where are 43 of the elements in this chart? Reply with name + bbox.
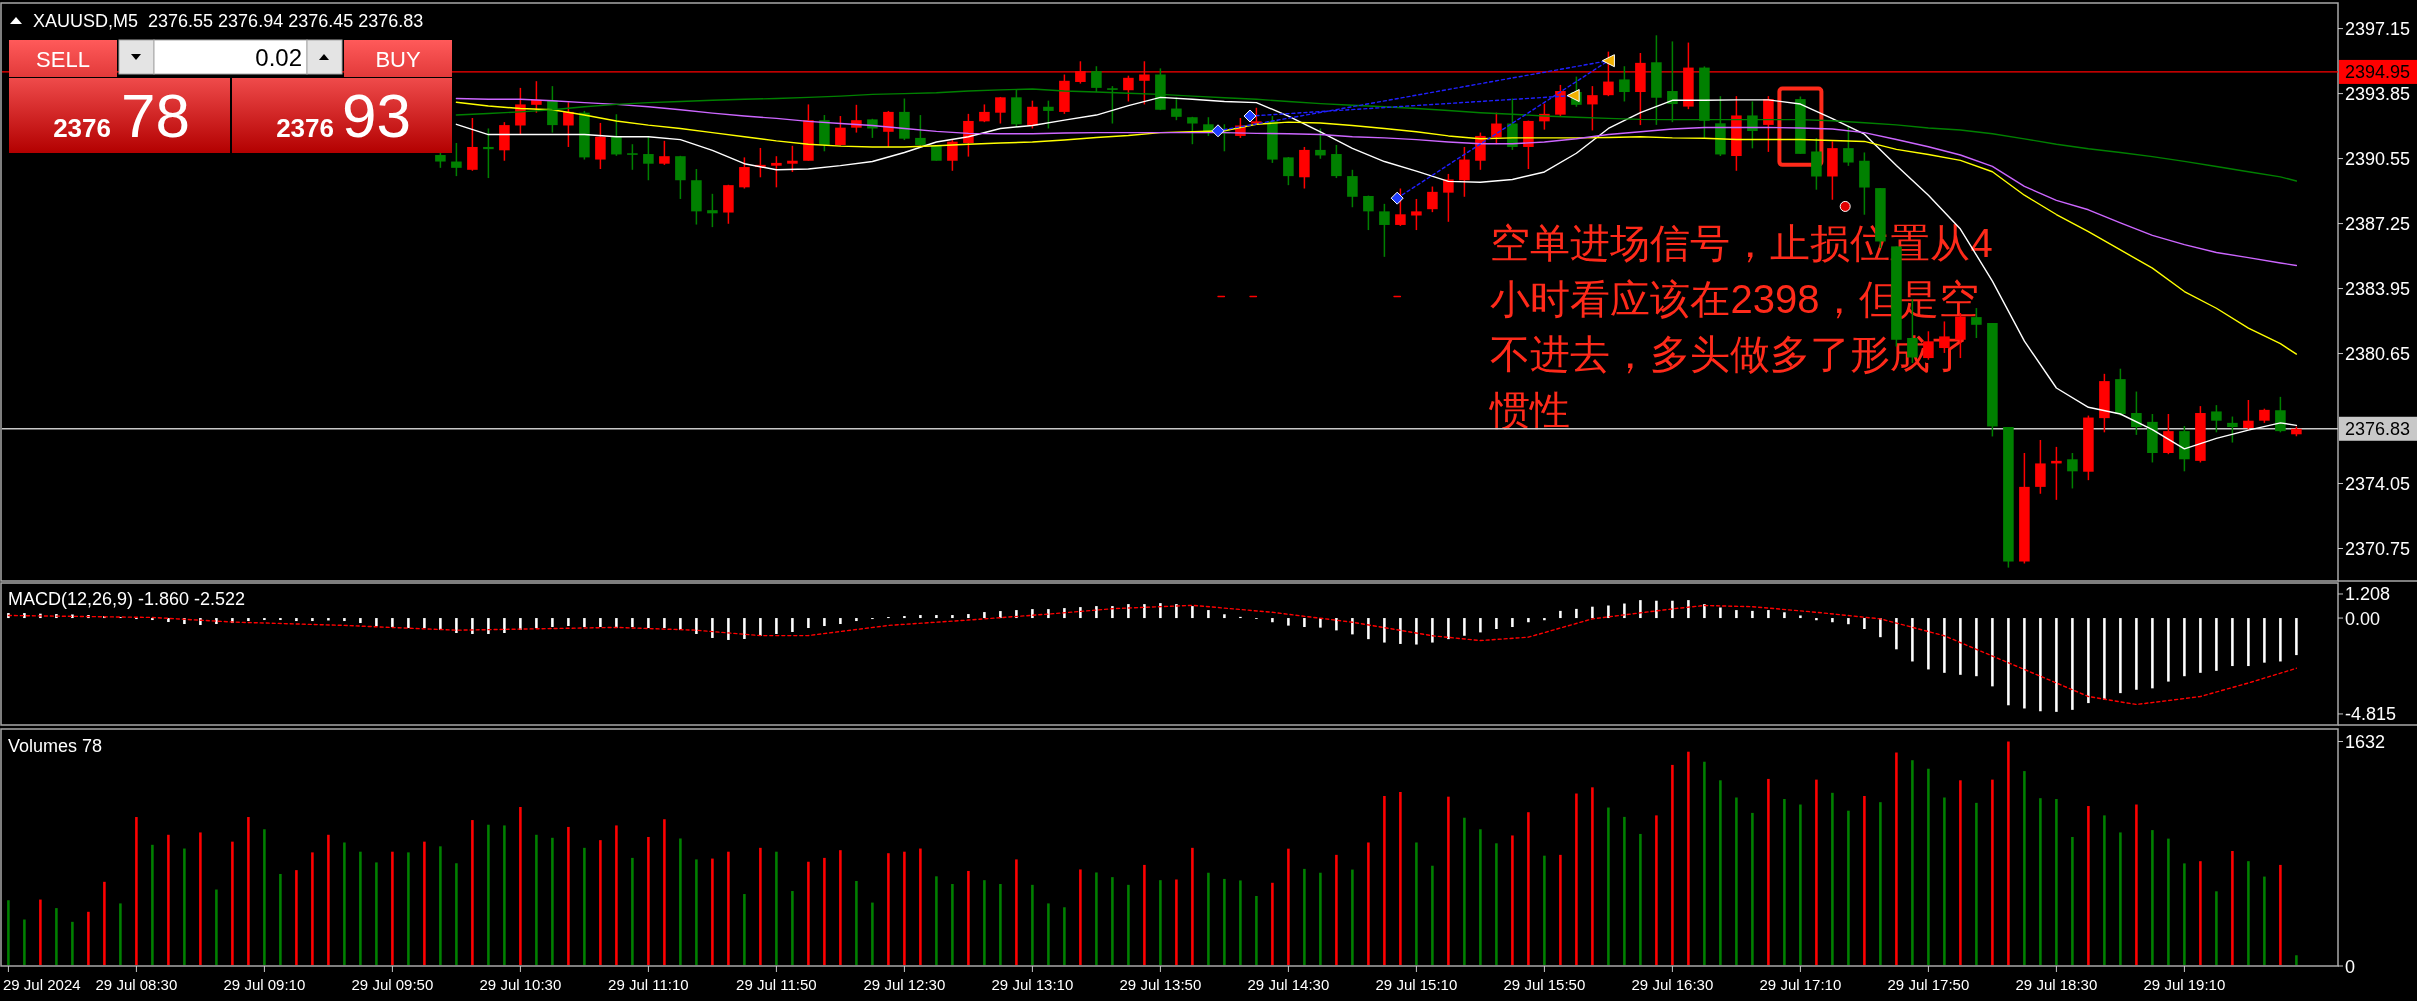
annotation: 2376: [276, 113, 334, 143]
text: XAUUSD,M5 2376.55 2376.94 2376.45 2376.83: [33, 11, 424, 31]
x-tick-label: 29 Jul 2024: [3, 976, 81, 993]
x-tick-label: 29 Jul 19:10: [2143, 976, 2226, 993]
x-tick-label: 29 Jul 10:30: [479, 976, 562, 993]
x-tick-label: 29 Jul 17:50: [1887, 976, 1970, 993]
y-tick-label: 2393.85: [2345, 84, 2411, 105]
x-tick-label: 29 Jul 09:10: [223, 976, 306, 993]
x-tick-label: 29 Jul 09:50: [351, 976, 434, 993]
y-tick-label: 2390.55: [2345, 149, 2411, 170]
chart-title: Volumes 78: [8, 736, 103, 756]
y-tick-label: 2383.95: [2345, 279, 2411, 300]
x-tick-label: 29 Jul 15:50: [1503, 976, 1586, 993]
x-tick-label: 29 Jul 16:30: [1631, 976, 1714, 993]
x-tick-label: 29 Jul 13:10: [991, 976, 1074, 993]
y-tick-label: 2370.75: [2345, 539, 2411, 560]
ref-line-label: 2376.83: [2345, 419, 2411, 440]
x-tick-label: 29 Jul 08:30: [95, 976, 178, 993]
annotation: 2376: [53, 113, 111, 143]
annotation: SELL: [36, 47, 90, 72]
chart-title: MACD(12,26,9) -1.860 -2.522: [8, 589, 246, 609]
y-tick-label: 0: [2345, 956, 2356, 977]
y-tick-label: 1.208: [2345, 584, 2391, 605]
x-tick-label: 29 Jul 12:30: [863, 976, 946, 993]
annotation: 0.02: [255, 44, 302, 71]
y-tick-label: 1632: [2345, 732, 2386, 753]
x-tick-label: 29 Jul 15:10: [1375, 976, 1458, 993]
y-tick-label: 2387.25: [2345, 214, 2411, 235]
x-tick-label: 29 Jul 13:50: [1119, 976, 1202, 993]
x-tick-label: 29 Jul 17:10: [1759, 976, 1842, 993]
y-tick-label: 2374.05: [2345, 474, 2411, 495]
annotation: BUY: [375, 47, 421, 72]
x-tick-label: 29 Jul 14:30: [1247, 976, 1330, 993]
x-tick-label: 29 Jul 11:50: [736, 976, 817, 993]
y-tick-label: 2380.65: [2345, 344, 2411, 365]
annotation: 78: [121, 81, 190, 150]
annotation: 93: [342, 81, 411, 150]
y-tick-label: 0.00: [2345, 608, 2381, 629]
y-tick-label: -4.815: [2345, 704, 2397, 725]
ref-line-label: 2394.95: [2345, 62, 2411, 83]
y-tick-label: 2397.15: [2345, 19, 2411, 40]
x-tick-label: 29 Jul 11:10: [608, 976, 689, 993]
x-tick-label: 29 Jul 18:30: [2015, 976, 2098, 993]
